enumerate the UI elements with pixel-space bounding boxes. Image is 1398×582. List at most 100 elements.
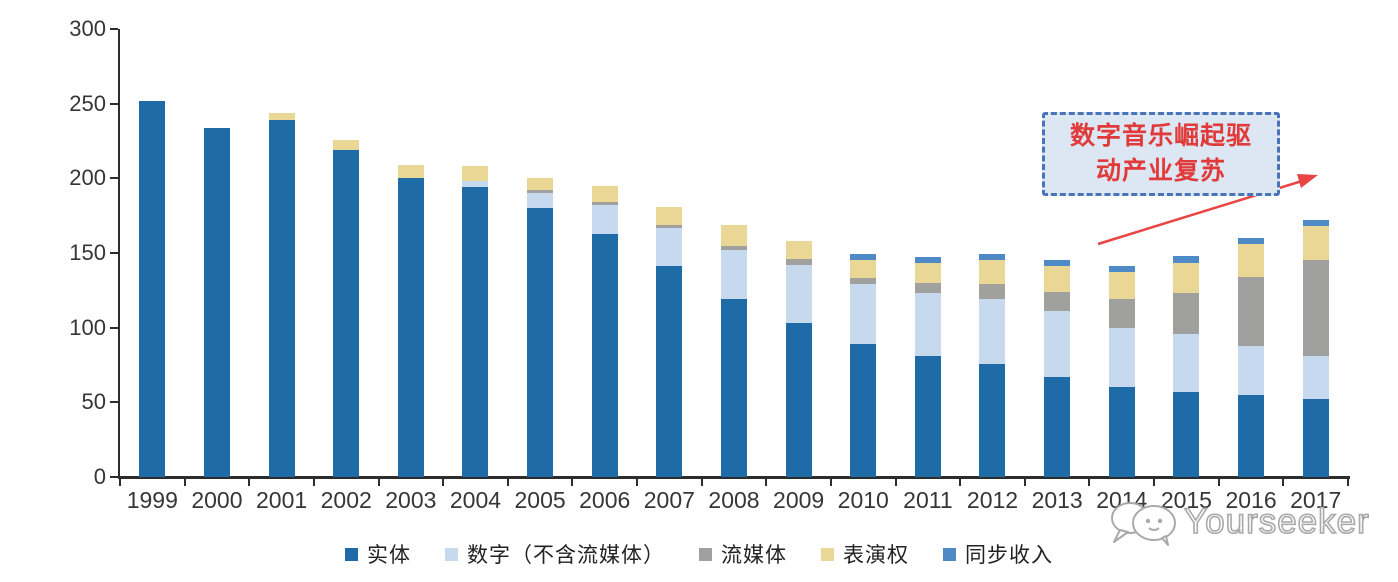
bar-segment bbox=[527, 190, 554, 193]
bar-segment bbox=[268, 113, 295, 120]
bar-segment bbox=[462, 181, 489, 187]
x-tick-label: 2001 bbox=[255, 487, 308, 513]
x-tick-mark bbox=[700, 479, 703, 486]
bar-segment bbox=[1108, 272, 1135, 299]
x-tick-label: 2012 bbox=[966, 487, 1019, 513]
bar-slot bbox=[896, 29, 961, 477]
x-tick-label: 2010 bbox=[837, 487, 889, 513]
bar-segment bbox=[333, 140, 360, 150]
annotation-callout: 数字音乐崛起驱 动产业复苏 bbox=[1042, 112, 1280, 196]
y-axis-line bbox=[118, 29, 120, 477]
bar-segment bbox=[333, 150, 360, 477]
bar-segment bbox=[1302, 226, 1329, 260]
stacked-bar bbox=[203, 128, 230, 477]
legend-swatch bbox=[445, 547, 458, 561]
bar-segment bbox=[656, 266, 683, 477]
x-tick-label: 2008 bbox=[708, 487, 760, 513]
x-tick-label: 2015 bbox=[1160, 487, 1212, 513]
bar-segment bbox=[979, 299, 1006, 364]
bar-segment bbox=[1173, 263, 1200, 293]
bar-segment bbox=[720, 225, 747, 246]
bar-segment bbox=[527, 178, 554, 190]
legend-label: 表演权 bbox=[843, 544, 909, 567]
x-tick-mark bbox=[506, 479, 509, 486]
bar-slot bbox=[1219, 29, 1284, 477]
bar-segment bbox=[397, 165, 424, 178]
watermark-text: Yourseeker bbox=[1183, 501, 1370, 542]
x-tick-mark bbox=[636, 479, 639, 486]
bar-segment bbox=[462, 187, 489, 477]
x-tick-mark bbox=[1282, 479, 1285, 486]
bar-segment bbox=[591, 202, 618, 205]
bar-segment bbox=[1302, 356, 1329, 399]
x-tick-mark bbox=[377, 479, 380, 486]
bar-segment bbox=[591, 205, 618, 234]
x-tick-label: 2007 bbox=[643, 487, 695, 513]
bar-slot bbox=[185, 29, 250, 477]
y-tick-mark bbox=[110, 476, 118, 478]
bar-segment bbox=[979, 254, 1006, 260]
annotation-line2: 动产业复苏 bbox=[1095, 157, 1226, 185]
bar-segment bbox=[462, 166, 489, 181]
x-tick-label: 2006 bbox=[579, 487, 631, 513]
x-tick-label: 2000 bbox=[191, 487, 243, 513]
bar-segment bbox=[1044, 266, 1071, 292]
legend-swatch bbox=[821, 547, 834, 561]
stacked-bar bbox=[850, 254, 877, 477]
bar-segment bbox=[979, 260, 1006, 284]
bar-segment bbox=[1108, 328, 1135, 387]
stacked-bar bbox=[1108, 266, 1135, 477]
bar-segment bbox=[914, 293, 941, 356]
bar-segment bbox=[203, 128, 230, 477]
bar-segment bbox=[656, 207, 683, 225]
bar-segment bbox=[1173, 293, 1200, 334]
x-tick-mark bbox=[571, 479, 574, 486]
bar-slot bbox=[120, 29, 185, 477]
stacked-bar bbox=[914, 257, 941, 477]
stacked-bar bbox=[1044, 260, 1071, 477]
bar-segment bbox=[785, 323, 812, 477]
x-tick-label: 2017 bbox=[1290, 487, 1342, 513]
y-tick-label: 50 bbox=[81, 389, 106, 415]
x-tick-mark bbox=[1088, 479, 1091, 486]
y-tick-mark bbox=[110, 28, 118, 30]
y-tick-mark bbox=[110, 326, 118, 329]
bar-segment bbox=[720, 250, 747, 299]
bar-segment bbox=[850, 254, 877, 260]
x-tick-mark bbox=[894, 479, 897, 486]
x-tick-mark bbox=[1153, 479, 1156, 486]
bar-segment bbox=[656, 228, 683, 266]
bar-segment bbox=[1044, 311, 1071, 377]
y-tick-mark bbox=[110, 252, 118, 254]
x-tick-label: 2004 bbox=[449, 487, 502, 513]
x-tick-label: 2002 bbox=[320, 487, 372, 513]
stacked-bar bbox=[785, 241, 812, 477]
y-tick-mark bbox=[110, 102, 118, 105]
bar-slot bbox=[443, 29, 508, 477]
legend-item: 流媒体 bbox=[699, 539, 787, 569]
stacked-bar bbox=[979, 254, 1006, 477]
bar-slot bbox=[572, 29, 637, 477]
stacked-bar bbox=[656, 207, 683, 477]
bar-segment bbox=[850, 284, 877, 344]
bar-slot bbox=[960, 29, 1025, 477]
x-tick-mark bbox=[183, 479, 186, 486]
bar-segment bbox=[785, 259, 812, 265]
y-tick-label: 150 bbox=[69, 240, 106, 265]
bar-slot bbox=[1154, 29, 1219, 477]
x-tick-label: 2003 bbox=[385, 487, 437, 513]
x-tick-mark bbox=[119, 479, 121, 486]
x-tick-mark bbox=[765, 479, 768, 486]
bar-segment bbox=[720, 299, 747, 477]
x-tick-mark bbox=[1217, 479, 1220, 486]
x-tick-label: 2013 bbox=[1031, 487, 1083, 513]
bar-segment bbox=[720, 246, 747, 250]
stacked-bar bbox=[1237, 238, 1264, 477]
x-tick-label: 2016 bbox=[1225, 487, 1277, 513]
legend-swatch bbox=[345, 547, 358, 561]
bar-segment bbox=[1044, 377, 1071, 477]
legend-swatch bbox=[943, 547, 956, 561]
bar-segment bbox=[914, 356, 941, 477]
bar-segment bbox=[785, 265, 812, 323]
